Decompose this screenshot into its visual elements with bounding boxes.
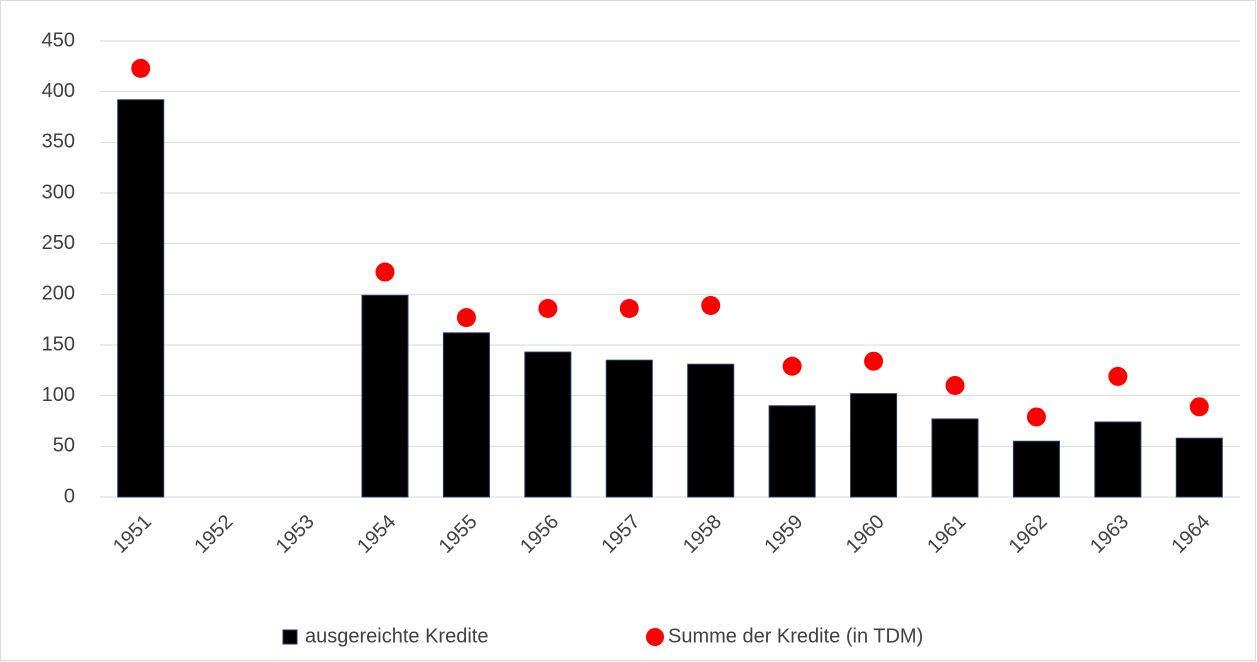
marker: [782, 356, 802, 376]
y-tick-label: 300: [42, 181, 75, 203]
bar: [605, 359, 653, 498]
bar: [361, 294, 409, 498]
legend-label: ausgereichte Kredite: [305, 625, 488, 647]
marker: [456, 308, 476, 328]
marker: [131, 58, 151, 78]
y-tick-label: 350: [42, 131, 75, 153]
y-tick-label: 50: [53, 435, 75, 457]
legend-swatch: [282, 629, 298, 645]
y-tick-label: 450: [42, 29, 75, 51]
y-tick-label: 100: [42, 384, 75, 406]
marker: [864, 351, 884, 371]
bar: [1012, 440, 1060, 498]
bar: [687, 363, 735, 498]
marker: [1189, 397, 1209, 417]
marker: [375, 262, 395, 282]
marker: [945, 376, 965, 396]
y-tick-label: 250: [42, 232, 75, 254]
marker: [538, 299, 558, 319]
bar: [768, 405, 816, 498]
legend-swatch: [646, 628, 664, 646]
bar: [1094, 421, 1142, 498]
marker: [619, 299, 639, 319]
y-tick-label: 200: [42, 283, 75, 305]
bar: [524, 351, 572, 498]
marker: [1026, 407, 1046, 427]
bar: [850, 393, 898, 498]
y-tick-label: 150: [42, 333, 75, 355]
bar: [931, 418, 979, 498]
marker: [1108, 366, 1128, 386]
bar: [1175, 437, 1223, 498]
marker: [701, 295, 721, 315]
bar: [442, 332, 490, 498]
y-tick-label: 400: [42, 80, 75, 102]
y-tick-label: 0: [64, 485, 75, 507]
legend-label: Summe der Kredite (in TDM): [668, 625, 923, 647]
bar: [117, 99, 165, 498]
